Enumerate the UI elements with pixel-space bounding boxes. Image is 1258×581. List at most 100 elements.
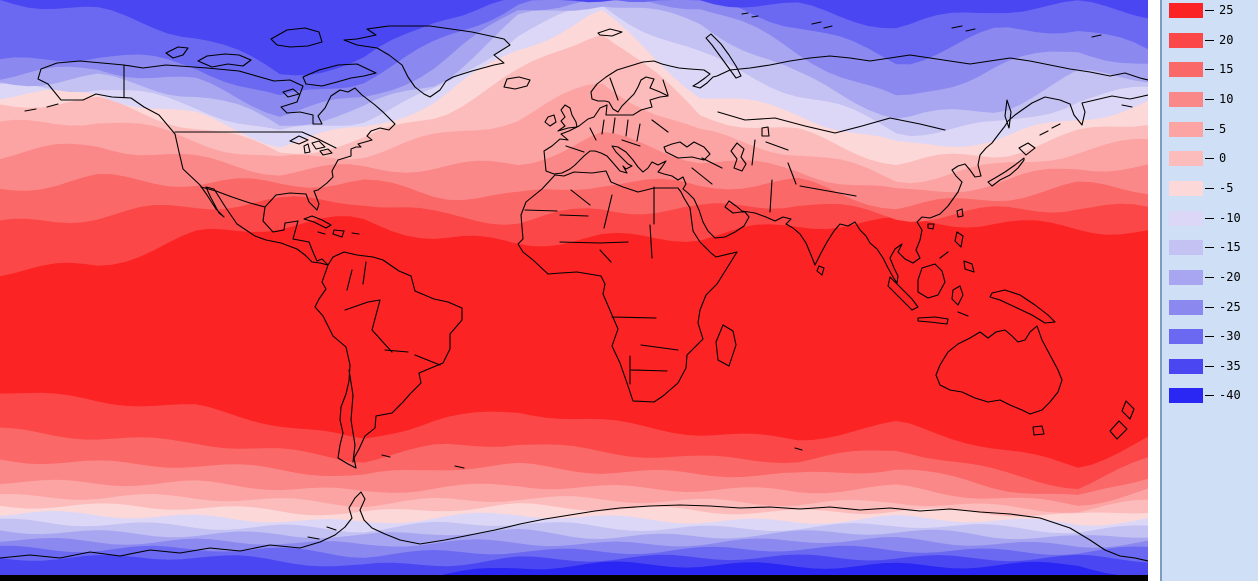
south-america-coastline <box>314 251 463 469</box>
legend-swatch <box>1169 299 1203 315</box>
legend-tick <box>1205 336 1214 338</box>
legend-tick <box>1205 306 1214 308</box>
legend-swatch <box>1169 32 1203 48</box>
legend-tick <box>1205 187 1214 189</box>
philippines-coastline <box>939 231 975 273</box>
legend-label: -40 <box>1219 388 1241 403</box>
us-mexico-border <box>200 186 266 208</box>
black-sea-coastline <box>663 141 711 161</box>
africa-coastline <box>517 170 738 403</box>
legend-tick <box>1205 39 1214 41</box>
legend-swatch <box>1169 329 1203 345</box>
japan-coastline <box>987 142 1036 187</box>
legend-label: 20 <box>1219 32 1234 47</box>
legend-entry: 15 <box>1162 62 1258 78</box>
legend-entry: 0 <box>1162 151 1258 167</box>
new-zealand-coastline <box>1109 400 1135 440</box>
legend-swatch <box>1169 358 1203 374</box>
legend-tick <box>1205 128 1214 130</box>
aral-sea-coastline <box>761 126 770 137</box>
caribbean-islands <box>303 215 360 238</box>
legend-entry: -40 <box>1162 388 1258 404</box>
legend-swatch <box>1169 269 1203 285</box>
uk-ireland-coastline <box>544 104 578 132</box>
legend-entry: -25 <box>1162 299 1258 315</box>
legend-tick <box>1205 217 1214 219</box>
map-bottom-frame <box>0 575 1148 581</box>
antarctica-coastline <box>0 447 1148 562</box>
africa-borders <box>524 186 679 385</box>
legend-label: 25 <box>1219 3 1234 17</box>
temperature-bands-layer <box>0 0 1148 581</box>
legend-entry: -10 <box>1162 210 1258 226</box>
legend-swatch <box>1169 388 1203 404</box>
great-lakes <box>289 135 333 156</box>
legend-entry: 10 <box>1162 91 1258 107</box>
legend-tick <box>1205 69 1214 71</box>
map-legend-gutter <box>1148 0 1160 581</box>
map-canvas <box>0 0 1148 581</box>
eurasia-south-coastline <box>553 94 1148 284</box>
eurasia-north-coastline <box>543 54 1148 175</box>
arctic-islands <box>597 12 1102 79</box>
legend-tick <box>1205 247 1214 249</box>
south-america-borders <box>344 261 441 463</box>
iceland-coastline <box>503 76 531 90</box>
legend-tick <box>1205 98 1214 100</box>
legend-entry: -30 <box>1162 329 1258 345</box>
legend-entry: -20 <box>1162 269 1258 285</box>
legend-label: -20 <box>1219 269 1241 284</box>
australia-coastline <box>935 325 1063 415</box>
asia-borders <box>691 111 946 213</box>
legend-entry: -35 <box>1162 358 1258 374</box>
legend-label: -10 <box>1219 210 1241 225</box>
legend-swatch <box>1169 210 1203 226</box>
sri-lanka-coastline <box>816 265 825 276</box>
legend-tick <box>1205 395 1214 397</box>
canadian-arctic-islands <box>165 27 377 98</box>
legend-label: -25 <box>1219 299 1241 314</box>
legend-label: -35 <box>1219 358 1241 373</box>
legend-entry: 5 <box>1162 121 1258 137</box>
legend-tick <box>1205 10 1214 11</box>
legend-entry: -15 <box>1162 240 1258 256</box>
indonesia-coastline <box>887 263 969 325</box>
legend-swatch <box>1169 240 1203 256</box>
legend-label: -5 <box>1219 180 1234 195</box>
legend-tick <box>1205 365 1214 367</box>
falkland-islands <box>381 454 465 469</box>
legend-swatch <box>1169 151 1203 167</box>
legend-entry: 20 <box>1162 32 1258 48</box>
legend-swatch <box>1169 121 1203 137</box>
taiwan-hainan-coastline <box>927 208 964 230</box>
europe-borders <box>565 77 669 153</box>
sakhalin-kuril-coastline <box>1004 99 1061 136</box>
legend-entry: -5 <box>1162 180 1258 196</box>
legend-swatch <box>1169 91 1203 107</box>
legend-entry: 25 <box>1162 3 1258 18</box>
new-guinea-coastline <box>989 289 1056 324</box>
legend-swatch <box>1169 62 1203 78</box>
map-area <box>0 0 1148 581</box>
greenland-coastline <box>343 25 511 98</box>
north-america-coastline <box>37 60 396 266</box>
color-scale-legend: 25 20 15 10 5 0 -5 -10 -15 -20 -25 -30 -35 -40 <box>1160 0 1258 581</box>
legend-swatch <box>1169 3 1203 18</box>
legend-swatch <box>1169 180 1203 196</box>
coastlines-layer <box>0 12 1148 562</box>
legend-tick <box>1205 276 1214 278</box>
legend-label: 15 <box>1219 62 1234 77</box>
legend-tick <box>1205 158 1214 160</box>
legend-label: -15 <box>1219 240 1241 255</box>
madagascar-coastline <box>715 324 737 367</box>
caspian-sea-coastline <box>730 142 747 172</box>
legend-label: 10 <box>1219 91 1234 106</box>
aleutian-islands <box>24 103 1133 112</box>
legend-label: 5 <box>1219 121 1227 136</box>
legend-label: 0 <box>1219 151 1227 166</box>
us-canada-border <box>174 131 337 149</box>
legend-label: -30 <box>1219 329 1241 344</box>
temperature-band <box>0 0 1148 76</box>
tasmania-coastline <box>1032 425 1045 436</box>
